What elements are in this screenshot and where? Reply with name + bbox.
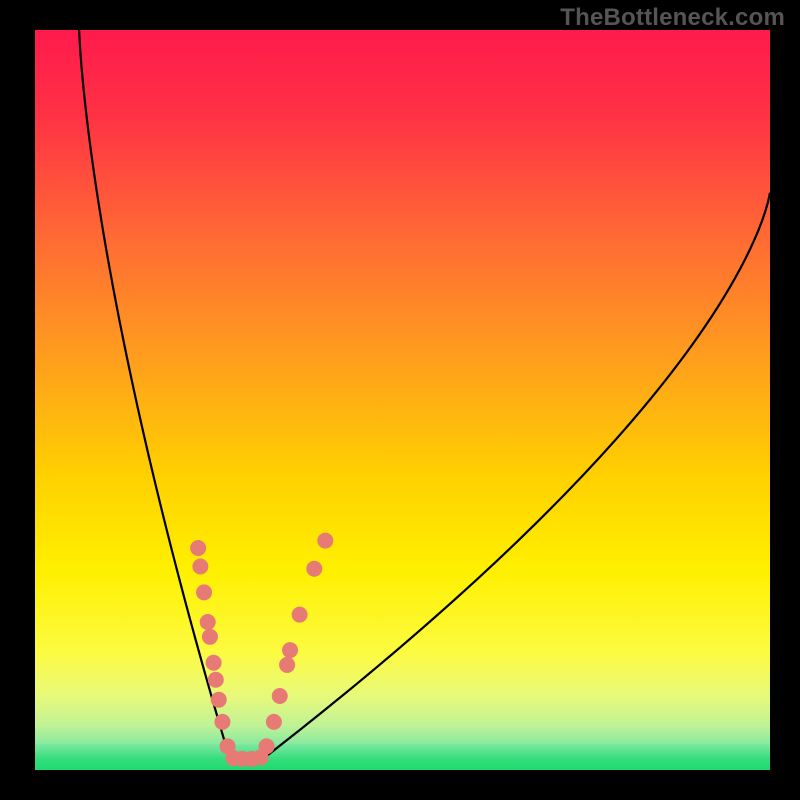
data-marker — [206, 655, 222, 671]
data-marker — [214, 714, 230, 730]
data-marker — [292, 607, 308, 623]
data-marker — [266, 714, 282, 730]
data-marker — [192, 559, 208, 575]
data-marker — [272, 688, 288, 704]
data-marker — [306, 561, 322, 577]
watermark-text: TheBottleneck.com — [560, 4, 785, 32]
data-marker — [202, 629, 218, 645]
curve-left-branch — [79, 30, 230, 759]
data-marker — [279, 657, 295, 673]
curve-right-branch — [263, 193, 770, 759]
data-marker — [208, 672, 224, 688]
data-marker — [259, 738, 275, 754]
chart-container: TheBottleneck.com — [0, 0, 800, 800]
data-marker — [190, 540, 206, 556]
data-marker — [200, 614, 216, 630]
data-marker — [282, 642, 298, 658]
data-marker — [211, 692, 227, 708]
marker-group — [190, 533, 333, 767]
chart-outer-frame: TheBottleneck.com — [0, 0, 800, 800]
curve-layer — [35, 30, 770, 770]
plot-area — [35, 30, 770, 770]
data-marker — [317, 533, 333, 549]
data-marker — [196, 584, 212, 600]
